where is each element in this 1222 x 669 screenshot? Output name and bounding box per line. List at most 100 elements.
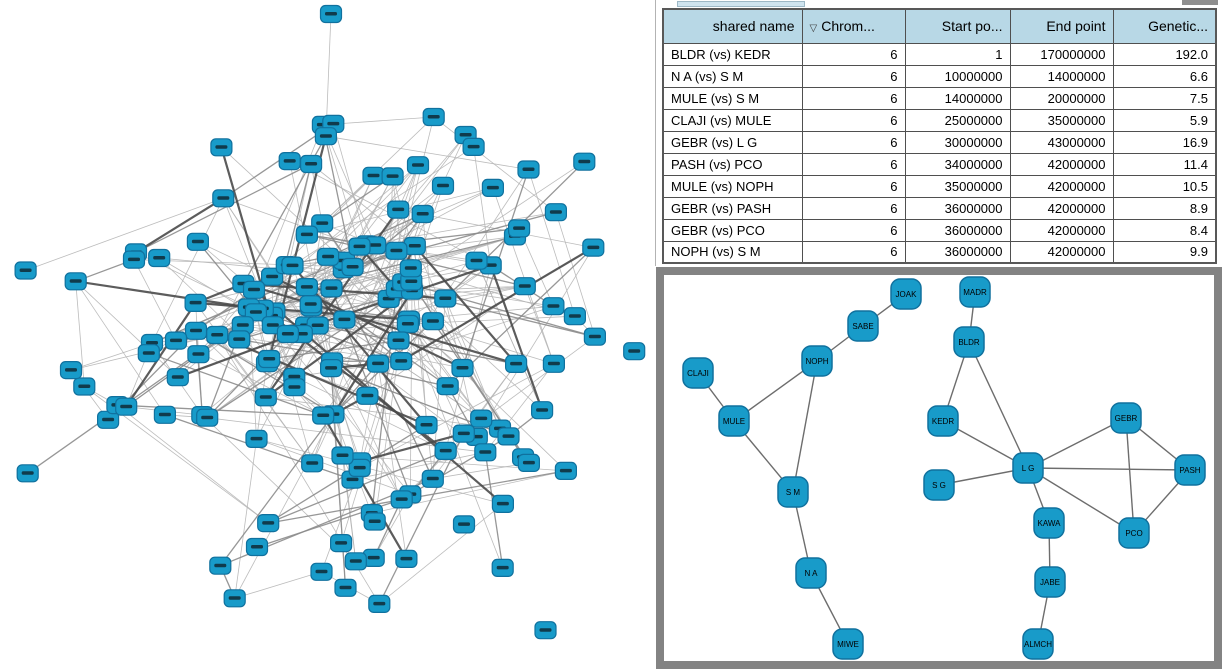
table-row[interactable]: GEBR (vs) PCO 6 36000000 42000000 8.4	[662, 218, 1217, 242]
network-node[interactable]	[14, 261, 37, 280]
network-node[interactable]	[390, 352, 413, 371]
network-edge[interactable]	[151, 198, 224, 344]
network-edge[interactable]	[968, 341, 1029, 469]
network-node[interactable]	[281, 256, 304, 275]
scrollbar-top[interactable]	[1182, 0, 1218, 5]
network-node[interactable]	[356, 386, 379, 405]
network-edge[interactable]	[1027, 467, 1135, 534]
node-shape[interactable]	[959, 276, 991, 308]
network-node[interactable]	[491, 558, 514, 578]
network-edge[interactable]	[489, 265, 544, 411]
network-node[interactable]	[508, 219, 531, 238]
network-node[interactable]	[434, 441, 457, 460]
network-node[interactable]	[59, 361, 83, 380]
table-row[interactable]: NOPH (vs) S M 6 36000000 42000000 9.9	[662, 240, 1217, 264]
cell-genetic_distance[interactable]: 10.5	[1112, 174, 1217, 198]
network-node[interactable]	[436, 377, 459, 396]
network-node[interactable]	[301, 454, 324, 473]
network-node[interactable]	[164, 331, 188, 350]
network-node[interactable]	[223, 589, 246, 608]
network-node[interactable]	[186, 232, 209, 251]
network-edge[interactable]	[256, 438, 504, 505]
cell-start_position[interactable]: 1	[904, 42, 1011, 66]
cell-shared_name[interactable]: GEBR (vs) PASH	[662, 196, 803, 220]
cell-genetic_distance[interactable]: 9.9	[1112, 240, 1217, 264]
cell-chromosome[interactable]: 6	[801, 130, 906, 154]
network-node[interactable]	[212, 189, 235, 208]
network-edge[interactable]	[197, 241, 273, 278]
node-shape[interactable]	[1174, 454, 1206, 486]
network-node[interactable]	[530, 401, 554, 420]
column-header-start_position[interactable]: Start po...	[904, 8, 1011, 44]
table-row[interactable]: BLDR (vs) KEDR 6 1 170000000 192.0	[662, 42, 1217, 66]
network-node[interactable]	[411, 204, 434, 224]
cell-shared_name[interactable]: MULE (vs) S M	[662, 86, 803, 110]
network-node[interactable]	[470, 409, 493, 428]
network-node[interactable]	[295, 278, 318, 297]
network-node[interactable]	[481, 178, 504, 197]
network-edge[interactable]	[117, 404, 269, 524]
network-edge[interactable]	[234, 414, 334, 599]
cell-chromosome[interactable]: 6	[801, 218, 906, 242]
node-shape[interactable]	[795, 557, 827, 589]
network-node[interactable]	[311, 214, 334, 233]
network-edge[interactable]	[432, 462, 529, 480]
network-node[interactable]	[542, 297, 565, 316]
cell-chromosome[interactable]: 6	[801, 196, 906, 220]
network-edge[interactable]	[148, 352, 324, 417]
network-edge[interactable]	[243, 282, 517, 365]
network-node[interactable]	[299, 295, 322, 314]
column-header-genetic_distance[interactable]: Genetic...	[1112, 8, 1217, 44]
network-node[interactable]: L G	[1012, 452, 1044, 484]
cell-genetic_distance[interactable]: 16.9	[1112, 130, 1217, 154]
network-node[interactable]	[333, 310, 356, 329]
network-edge[interactable]	[359, 363, 379, 462]
network-node[interactable]	[542, 354, 566, 373]
network-node[interactable]	[563, 307, 587, 326]
network-edge[interactable]	[133, 259, 177, 341]
table-row[interactable]: GEBR (vs) PASH 6 36000000 42000000 8.9	[662, 196, 1217, 220]
cell-start_position[interactable]: 10000000	[904, 64, 1011, 88]
network-edge[interactable]	[216, 333, 427, 427]
network-node[interactable]: N A	[795, 557, 827, 589]
network-node[interactable]	[254, 388, 277, 407]
network-node[interactable]	[184, 321, 208, 340]
network-node[interactable]	[166, 368, 189, 387]
network-node[interactable]	[153, 405, 176, 424]
network-edge[interactable]	[402, 161, 585, 283]
network-node[interactable]: MADR	[959, 276, 991, 308]
cell-shared_name[interactable]: PASH (vs) PCO	[662, 152, 803, 176]
network-node[interactable]	[363, 512, 386, 531]
network-edge[interactable]	[359, 432, 465, 463]
network-node[interactable]: SABE	[847, 310, 879, 342]
network-node[interactable]	[517, 160, 540, 179]
network-node[interactable]	[421, 312, 444, 331]
network-node[interactable]	[184, 293, 207, 312]
network-edge[interactable]	[366, 211, 556, 245]
network-node[interactable]: JOAK	[890, 278, 922, 310]
cell-end_point[interactable]: 42000000	[1009, 218, 1114, 242]
cell-genetic_distance[interactable]: 192.0	[1112, 42, 1217, 66]
cell-start_position[interactable]: 14000000	[904, 86, 1011, 110]
network-edge[interactable]	[239, 338, 379, 365]
cell-end_point[interactable]: 42000000	[1009, 240, 1114, 264]
network-edge[interactable]	[271, 163, 312, 317]
cell-end_point[interactable]: 42000000	[1009, 174, 1114, 198]
network-node[interactable]	[122, 250, 146, 269]
network-node[interactable]	[544, 203, 568, 222]
table-row[interactable]: PASH (vs) PCO 6 34000000 42000000 11.4	[662, 152, 1217, 176]
network-edge[interactable]	[195, 330, 334, 415]
network-node[interactable]	[257, 513, 280, 533]
cell-end_point[interactable]: 43000000	[1009, 130, 1114, 154]
table-tab-handle[interactable]	[677, 1, 805, 7]
network-node[interactable]	[422, 107, 445, 127]
network-node[interactable]	[331, 446, 354, 465]
network-node[interactable]: PCO	[1118, 517, 1150, 549]
network-node[interactable]	[334, 578, 357, 597]
network-node[interactable]	[462, 137, 485, 156]
network-node[interactable]	[312, 406, 335, 425]
network-node[interactable]: NOPH	[801, 345, 833, 377]
network-node[interactable]	[137, 344, 160, 363]
network-node[interactable]	[210, 138, 233, 157]
network-node[interactable]	[452, 515, 476, 534]
